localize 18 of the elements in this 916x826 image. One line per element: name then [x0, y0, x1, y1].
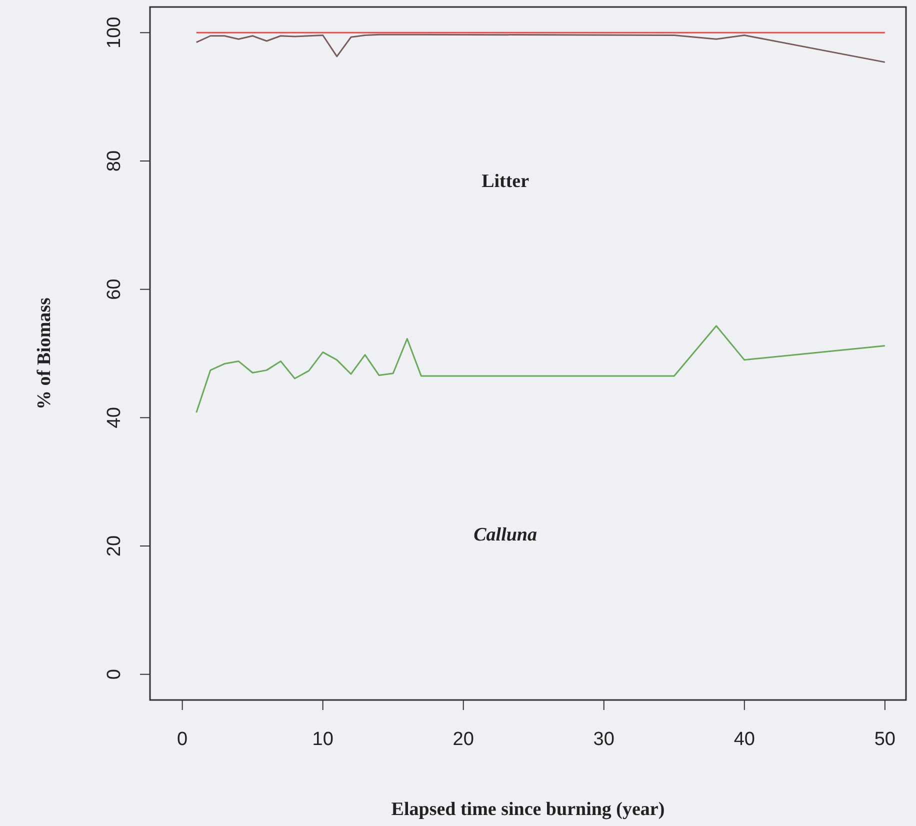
x-axis-title: Elapsed time since burning (year)	[391, 799, 665, 820]
y-tick-label: 100	[104, 16, 125, 49]
y-axis-title: % of Biomass	[34, 298, 55, 410]
y-tick-label: 40	[104, 407, 125, 428]
x-tick-label: 50	[874, 729, 896, 750]
x-tick-label: 0	[177, 729, 188, 750]
y-tick-label: 0	[104, 669, 125, 680]
x-tick-label: 20	[452, 729, 474, 750]
y-tick-label: 60	[104, 278, 125, 300]
x-tick-label: 10	[312, 729, 334, 750]
line-series	[196, 325, 886, 414]
x-tick-label: 40	[734, 729, 755, 750]
annotation: Calluna	[474, 524, 538, 546]
y-tick-label: 20	[104, 535, 125, 557]
x-tick-label: 30	[593, 729, 614, 750]
annotation: Litter	[482, 171, 530, 192]
line-series	[196, 34, 886, 63]
y-tick-label: 80	[104, 150, 125, 172]
